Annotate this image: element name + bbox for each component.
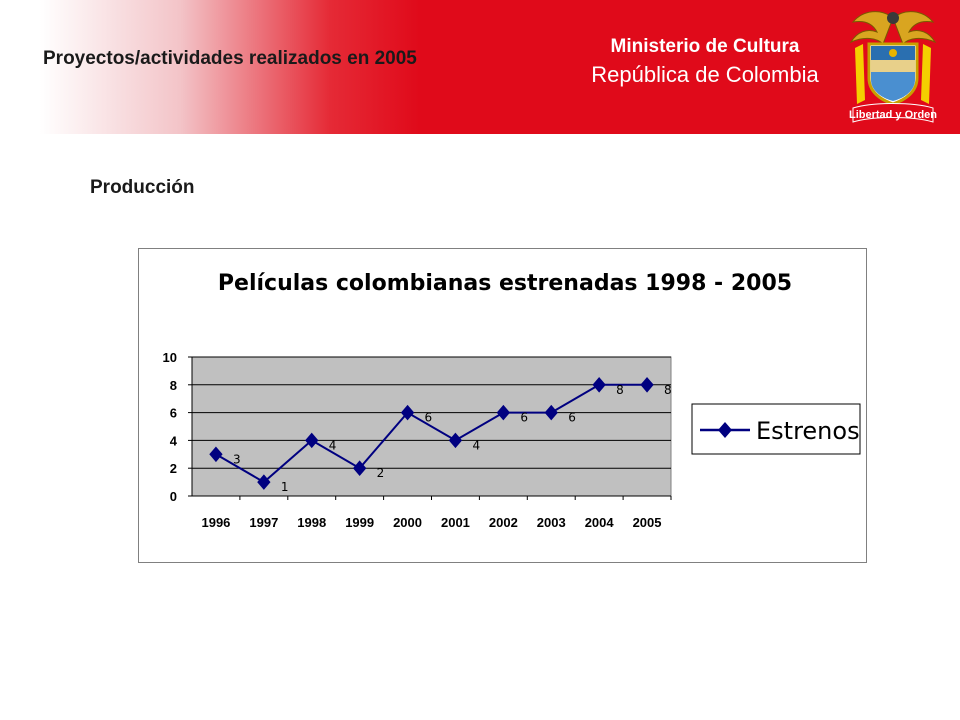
legend-label: Estrenos bbox=[756, 417, 860, 445]
y-tick-label: 2 bbox=[170, 461, 177, 476]
data-label: 6 bbox=[425, 411, 433, 425]
x-tick-label: 2001 bbox=[441, 515, 470, 530]
ministry-country: República de Colombia bbox=[591, 62, 819, 87]
ministry-name: Ministerio de Cultura bbox=[610, 36, 800, 57]
data-point bbox=[305, 432, 319, 449]
x-tick-label: 2002 bbox=[489, 515, 518, 530]
data-label: 8 bbox=[616, 383, 624, 397]
x-tick-label: 1998 bbox=[297, 515, 326, 530]
section-title: Producción bbox=[90, 177, 195, 198]
x-tick-label: 2005 bbox=[633, 515, 662, 530]
series-line bbox=[215, 383, 648, 484]
data-point bbox=[257, 474, 271, 490]
y-tick-label: 10 bbox=[163, 350, 177, 365]
data-point bbox=[209, 446, 223, 463]
data-point bbox=[496, 404, 511, 421]
data-label: 6 bbox=[568, 411, 576, 425]
x-tick-label: 1997 bbox=[249, 515, 278, 530]
data-label: 8 bbox=[664, 383, 672, 397]
x-tick-label: 1996 bbox=[201, 515, 230, 530]
data-label: 4 bbox=[329, 438, 337, 452]
data-label: 2 bbox=[377, 466, 385, 480]
x-tick-label: 2004 bbox=[585, 515, 615, 530]
y-tick-label: 8 bbox=[170, 378, 177, 393]
crest-motto: Libertad y Orden bbox=[848, 109, 938, 121]
chart-title: Películas colombianas estrenadas 1998 - … bbox=[218, 271, 792, 296]
data-point bbox=[544, 404, 558, 421]
data-point bbox=[448, 432, 463, 449]
y-tick-label: 6 bbox=[170, 406, 177, 421]
page-title: Proyectos/actividades realizados en 2005 bbox=[43, 48, 417, 69]
y-tick-label: 0 bbox=[170, 489, 177, 504]
data-label: 3 bbox=[233, 452, 241, 466]
data-point bbox=[400, 404, 415, 421]
header-banner: Proyectos/actividades realizados en 2005… bbox=[0, 0, 960, 134]
data-label: 1 bbox=[281, 480, 289, 494]
data-label: 6 bbox=[520, 411, 528, 425]
legend-marker bbox=[718, 422, 732, 438]
x-tick-label: 2000 bbox=[393, 515, 422, 530]
data-point bbox=[352, 460, 367, 476]
chart-frame: Películas colombianas estrenadas 1998 - … bbox=[138, 248, 867, 563]
x-tick-label: 1999 bbox=[345, 515, 374, 530]
data-point bbox=[640, 377, 654, 393]
ministry-block: Ministerio de Cultura República de Colom… bbox=[585, 36, 825, 88]
x-tick-label: 2003 bbox=[537, 515, 566, 530]
data-point bbox=[592, 377, 606, 393]
y-tick-label: 4 bbox=[170, 433, 178, 448]
coat-of-arms-icon bbox=[849, 11, 937, 123]
data-label: 4 bbox=[472, 438, 480, 452]
line-chart: Películas colombianas estrenadas 1998 - … bbox=[163, 271, 861, 530]
